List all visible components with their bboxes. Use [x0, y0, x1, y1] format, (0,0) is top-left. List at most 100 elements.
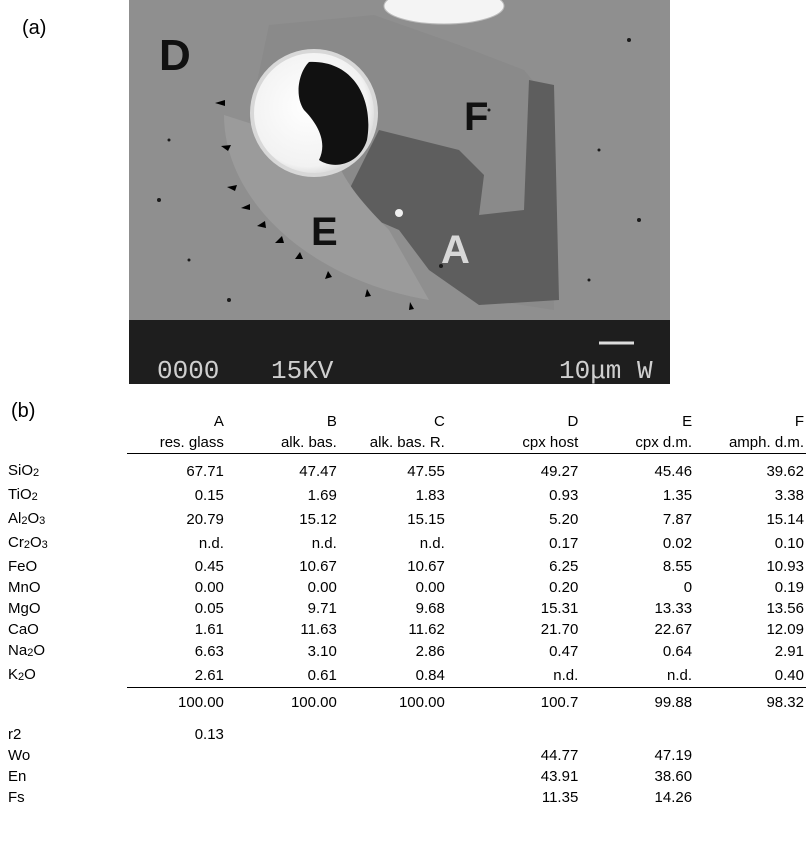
table-cell: 49.27: [540, 463, 579, 481]
col-letter: A: [213, 413, 224, 430]
table-cell: 15.31: [540, 599, 579, 617]
total-cell: 100.00: [336, 687, 445, 718]
table-cell: [127, 745, 224, 766]
table-cell: 5.20: [549, 511, 579, 528]
bubble-dark: [298, 61, 369, 165]
table-row: r2 0.13: [0, 718, 806, 745]
oxide-label: FeO: [0, 556, 127, 577]
table-cell: [224, 766, 337, 787]
oxide-label: Al2O3: [0, 508, 127, 532]
table-cell: [692, 745, 806, 766]
table-cell: 0.61: [307, 666, 337, 684]
table-cell: 12.09: [766, 620, 804, 638]
totals-label: [0, 688, 127, 719]
table-cell: 0.47: [549, 643, 579, 660]
table-cell: 6.25: [549, 557, 579, 575]
table-row: TiO2 0.15 1.69 1.83 0.93 1.35 3.38: [0, 484, 806, 508]
table-cell: n.d.: [311, 535, 337, 552]
region-label-d: D: [159, 31, 191, 80]
table-row: En 43.91 38.60: [0, 766, 806, 787]
header-desc-row: res. glass alk. bas. alk. bas. R. cpx ho…: [0, 431, 806, 454]
oxide-symbol: CaO: [8, 620, 39, 638]
oxide-label: MgO: [0, 598, 127, 619]
col-letter: B: [326, 413, 337, 430]
table-cell: 45.46: [654, 463, 693, 481]
table-cell: [337, 745, 445, 766]
table-cell: [224, 745, 337, 766]
scale-text-mid: 15KV: [271, 356, 334, 384]
oxide-label: MnO: [0, 577, 127, 598]
oxide-symbol: Al: [8, 509, 22, 527]
oxide-label: Na2O: [0, 640, 127, 664]
table-cell: [224, 718, 337, 745]
table-cell: 15.14: [766, 511, 804, 528]
table-cell: 6.63: [194, 643, 224, 660]
col-letter: C: [433, 413, 445, 430]
table-cell: 3.38: [774, 487, 804, 504]
table-row: Wo 44.77 47.19: [0, 745, 806, 766]
table-cell: 0.00: [194, 578, 224, 596]
oxide-symbol: TiO: [8, 485, 32, 503]
table-cell: 1.83: [415, 487, 445, 504]
table-row: SiO2 67.71 47.47 47.55 49.27 45.46 39.62: [0, 454, 806, 484]
oxide-label: TiO2: [0, 484, 127, 508]
table-cell: [127, 787, 224, 808]
oxide-subscript: 3: [41, 538, 48, 551]
col-desc: cpx d.m.: [578, 431, 693, 454]
oxide-subscript: 2: [21, 514, 28, 527]
speckles: [157, 38, 641, 302]
col-desc: alk. bas.: [223, 431, 337, 454]
table-cell: 22.67: [654, 620, 693, 638]
total-cell: 100.7: [444, 687, 579, 718]
table-cell: n.d.: [667, 666, 693, 684]
table-cell: 0.00: [307, 578, 337, 596]
header-letters-row: A B C D E F: [0, 412, 806, 431]
table-row: Fs 11.35 14.26: [0, 787, 806, 808]
scale-text-right: 10μm W: [559, 356, 653, 384]
row-label: Wo: [8, 747, 31, 764]
composition-table: A B C D E F res. glass alk. bas. alk. ba…: [0, 412, 806, 808]
table-cell: 67.71: [186, 463, 224, 481]
oxide-label: CaO: [0, 619, 127, 640]
total-cell: 98.32: [692, 687, 806, 718]
table-cell: 14.26: [654, 789, 693, 806]
region-label-f: F: [464, 95, 488, 139]
oxide-symbol: Cr: [8, 533, 24, 551]
oxide-symbol: O: [29, 533, 42, 551]
table-cell: 47.47: [299, 463, 337, 481]
table-cell: 10.67: [299, 557, 337, 575]
oxide-symbol: O: [27, 509, 40, 527]
table-cell: [692, 718, 806, 745]
table-cell: [337, 787, 445, 808]
table-cell: 10.67: [407, 557, 445, 575]
table-cell: 1.61: [194, 620, 224, 638]
oxide-subscript: 2: [23, 538, 30, 551]
oxide-subscript: 2: [33, 466, 40, 479]
table-cell: 20.79: [186, 511, 224, 528]
oxide-symbol: FeO: [8, 557, 38, 575]
arrowheads: [215, 100, 414, 310]
table-cell: [337, 718, 445, 745]
table-cell: 7.87: [662, 511, 693, 528]
table-cell: 2.86: [415, 643, 445, 660]
oxide-label: SiO2: [0, 454, 127, 484]
table-cell: 0.15: [194, 487, 224, 504]
table-row: Cr2O3 n.d. n.d. n.d. 0.17 0.02 0.10: [0, 532, 806, 556]
table-cell: 0.10: [774, 535, 804, 552]
table-cell: 0.02: [662, 535, 693, 552]
panel-label-a: (a): [22, 17, 47, 39]
table-row: Na2O 6.63 3.10 2.86 0.47 0.64 2.91: [0, 640, 806, 664]
scale-strip: [129, 320, 670, 384]
top-inclusion: [383, 0, 505, 25]
table-cell: 0.20: [549, 578, 579, 596]
col-desc: cpx host: [444, 431, 579, 454]
col-letter: E: [682, 413, 693, 430]
oxide-symbol: MgO: [8, 599, 41, 617]
table-cell: 0.45: [194, 557, 224, 575]
table-cell: 11.63: [300, 620, 337, 638]
oxide-symbol: O: [33, 641, 45, 659]
table-cell: 0.13: [194, 726, 224, 743]
col-desc: res. glass: [126, 431, 224, 454]
total-cell: 100.00: [223, 687, 337, 718]
table-cell: 2.91: [774, 643, 804, 660]
